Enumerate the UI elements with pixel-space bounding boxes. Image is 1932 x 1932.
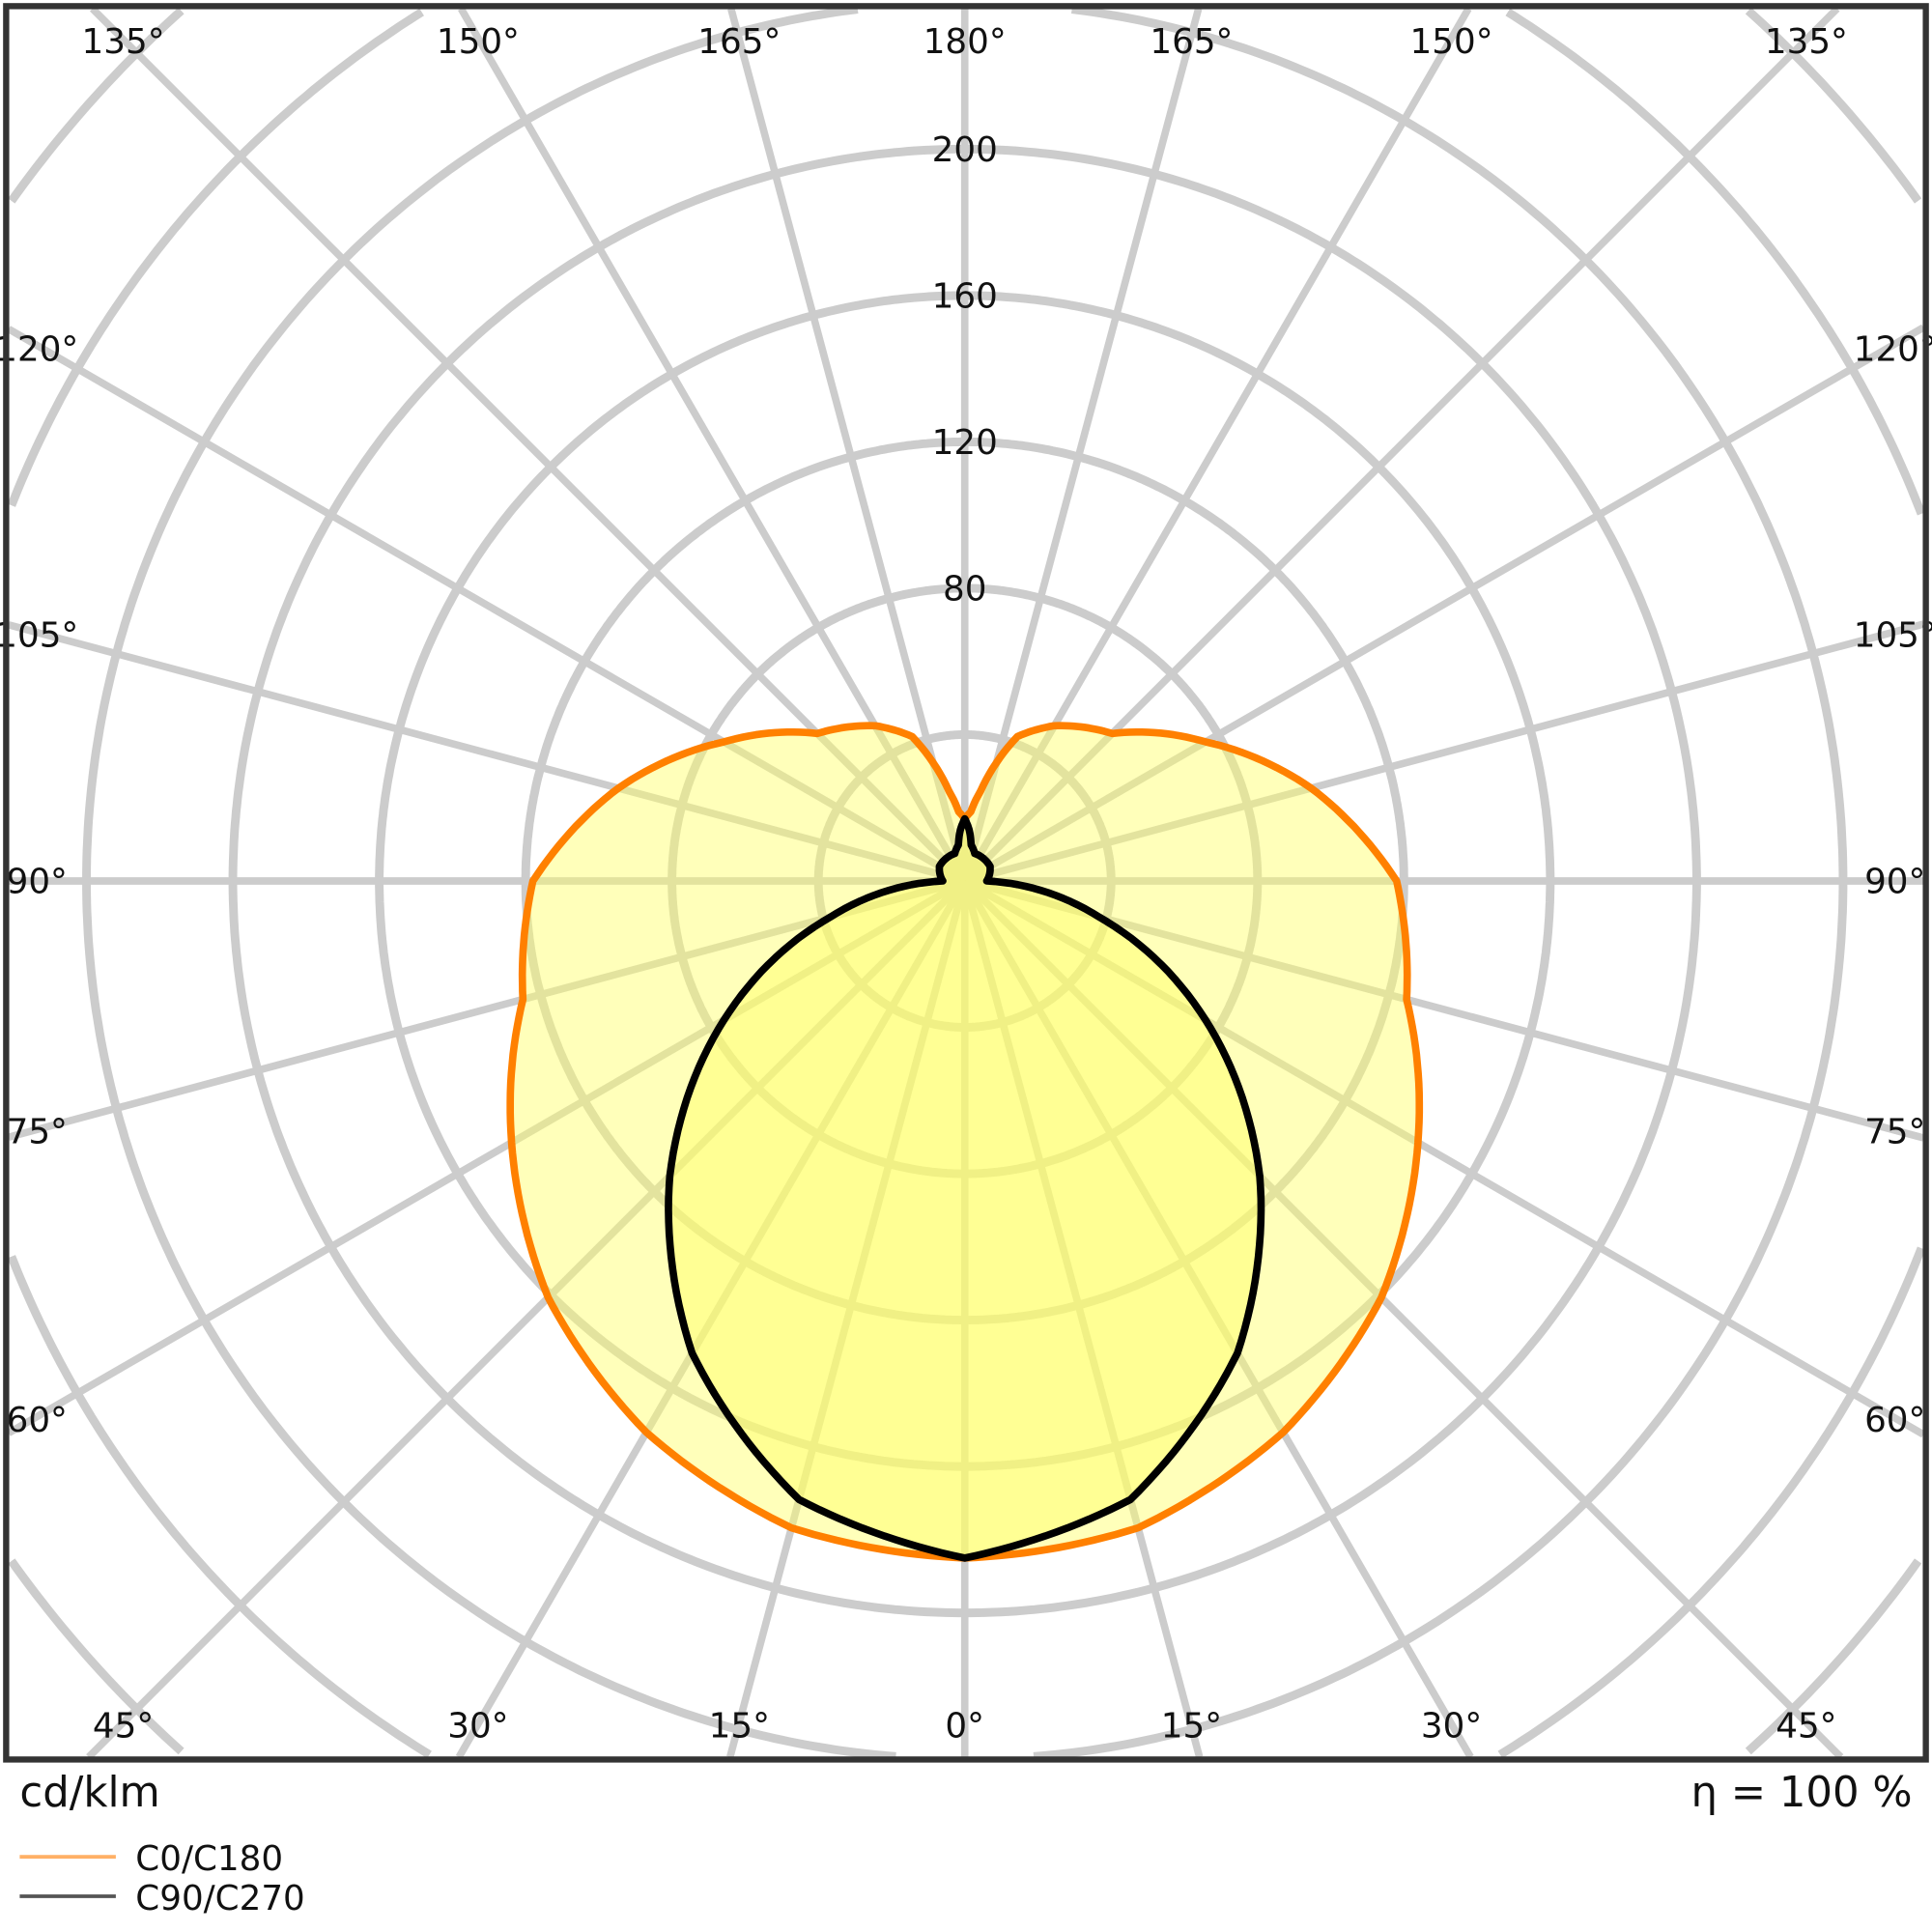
unit-label: cd/klm <box>19 1769 159 1817</box>
angle-label-bottom: 15° <box>1161 1706 1222 1746</box>
grid-ray <box>961 879 1474 1759</box>
grid-ray <box>962 324 1925 885</box>
angle-labels: 135° 150° 165° 180° 165° 150° 135° 45° 30° 15° 0° 1… <box>0 22 1932 1747</box>
angle-label-bottom: 45° <box>1776 1706 1836 1746</box>
radial-tick-label: 200 <box>932 130 998 170</box>
grid-ray <box>7 877 967 1436</box>
angle-label-right: 60° <box>1864 1401 1925 1440</box>
grid-ray <box>7 326 967 885</box>
grid-ray <box>963 877 1925 1142</box>
grid-ray <box>455 879 969 1759</box>
grid-ray <box>726 879 969 1758</box>
angle-label-top: 135° <box>82 22 165 62</box>
angle-label-right: 120° <box>1854 330 1932 370</box>
angle-label-right: 90° <box>1864 863 1925 902</box>
grid-ring <box>8 7 1922 1755</box>
intensity-curves <box>506 722 1424 1562</box>
angle-label-right: 105° <box>1854 616 1932 656</box>
radial-tick-label: 80 <box>943 570 986 610</box>
angle-label-top: 165° <box>697 22 781 62</box>
angle-label-left: 105° <box>0 616 78 656</box>
efficiency-label: η = 100 % <box>1690 1769 1912 1817</box>
angle-label-top: 150° <box>437 22 520 62</box>
grid-ray <box>961 879 1204 1758</box>
grid-ray <box>7 621 966 885</box>
angle-label-top: 135° <box>1765 22 1848 62</box>
angle-label-bottom: 15° <box>709 1706 770 1746</box>
plot-frame <box>3 3 1929 1763</box>
series-curve-c90-c270 <box>665 814 1265 1562</box>
radial-tick-label: 160 <box>932 277 998 317</box>
legend-label-c0: C0/C180 <box>135 1839 283 1879</box>
angle-label-bottom: 30° <box>447 1706 508 1746</box>
angle-label-bottom: 30° <box>1421 1706 1482 1746</box>
angle-label-left: 75° <box>7 1113 68 1152</box>
angle-label-left: 120° <box>0 330 78 370</box>
grid-ray <box>86 878 968 1760</box>
angle-label-bottom: 0° <box>945 1706 984 1746</box>
radial-tick-label: 120 <box>932 423 998 463</box>
grid-ray <box>961 7 1472 883</box>
grid-ray <box>7 877 966 1141</box>
grid-ray <box>457 7 969 883</box>
grid-ray <box>962 877 1925 1438</box>
angle-label-top: 180° <box>923 22 1007 62</box>
angle-label-top: 165° <box>1150 22 1233 62</box>
legend-label-c90: C90/C270 <box>135 1879 304 1918</box>
polar-grid <box>7 5 1926 1761</box>
radial-tick-labels: 80 120 160 200 <box>932 130 998 610</box>
grid-ray <box>962 878 1844 1760</box>
angle-label-left: 60° <box>7 1401 68 1440</box>
grid-ring <box>82 5 1848 1761</box>
angle-label-bottom: 45° <box>93 1706 154 1746</box>
legend: C0/C180 C90/C270 <box>19 1839 305 1918</box>
angle-label-left: 90° <box>7 863 68 902</box>
angle-label-right: 75° <box>1864 1113 1925 1152</box>
grid-ring <box>7 8 1926 1759</box>
angle-label-top: 150° <box>1410 22 1493 62</box>
grid-ray <box>963 620 1925 885</box>
grid-ray <box>727 7 969 882</box>
grid-ray <box>961 7 1203 882</box>
